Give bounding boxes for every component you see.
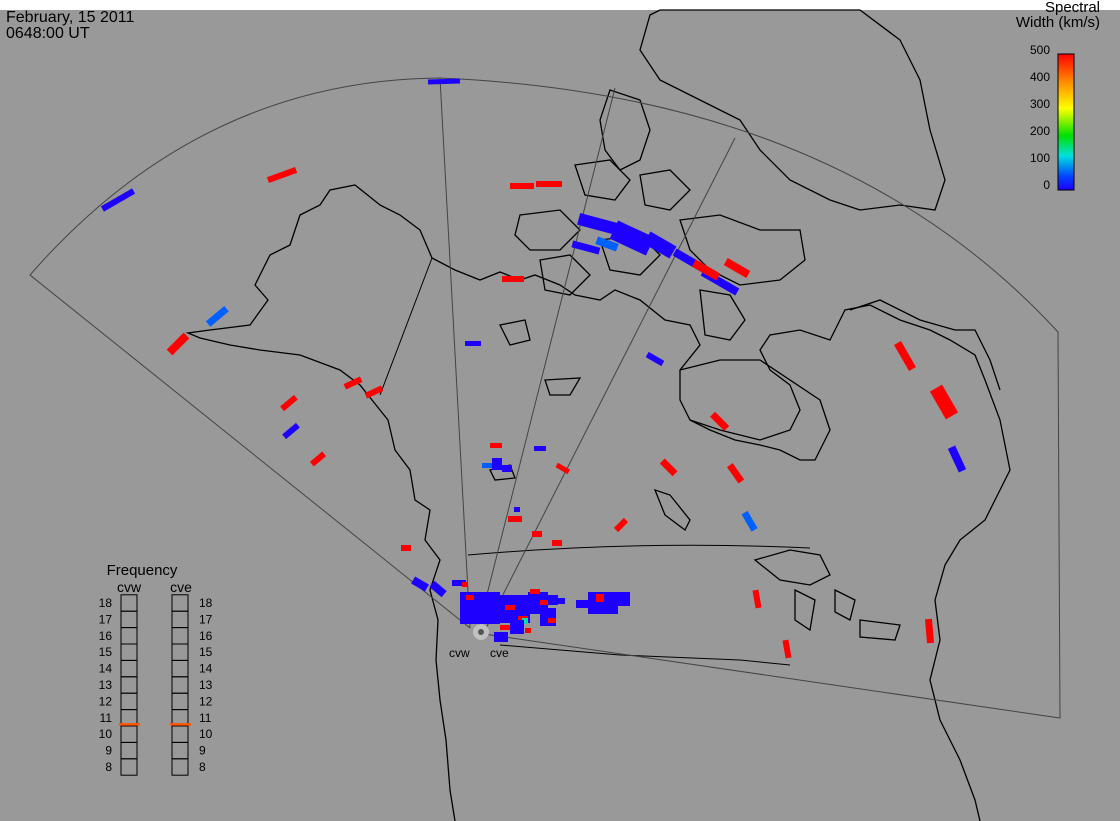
radar-label-west: cvw bbox=[449, 646, 470, 660]
frequency-cell bbox=[171, 676, 189, 694]
colorbar-title-line2: Width (km/s) bbox=[1015, 14, 1100, 31]
frequency-cell bbox=[171, 692, 189, 711]
frequency-tick-right: 8 bbox=[199, 760, 206, 774]
colorbar-tick: 300 bbox=[1030, 97, 1050, 111]
frequency-cell bbox=[171, 741, 189, 760]
frequency-tick-left: 12 bbox=[99, 694, 113, 708]
frequency-cell bbox=[120, 594, 138, 612]
frequency-tick-right: 12 bbox=[199, 694, 213, 708]
frequency-cell bbox=[120, 741, 138, 760]
frequency-tick-right: 11 bbox=[199, 711, 212, 725]
colorbar-tick: 500 bbox=[1030, 43, 1050, 57]
frequency-cell bbox=[120, 659, 138, 678]
frequency-cell bbox=[120, 758, 138, 776]
frequency-tick-left: 9 bbox=[105, 744, 112, 758]
colorbar-title: Spectral Width (km/s) bbox=[1016, 0, 1100, 30]
frequency-cell bbox=[120, 676, 138, 694]
frequency-tick-left: 16 bbox=[99, 629, 113, 643]
frequency-cell bbox=[171, 758, 189, 776]
frequency-cell bbox=[171, 594, 189, 612]
frequency-radar-name: cvw bbox=[117, 579, 142, 595]
frequency-tick-left: 17 bbox=[99, 612, 113, 626]
frequency-cell bbox=[171, 627, 189, 645]
frequency-cell bbox=[120, 643, 138, 661]
frequency-tick-right: 16 bbox=[199, 629, 213, 643]
time-label: 0648:00 UT bbox=[6, 25, 90, 42]
frequency-tick-right: 15 bbox=[199, 645, 213, 659]
colorbar: 500 400 300 200 100 0 bbox=[1030, 43, 1075, 192]
frequency-cell bbox=[120, 725, 138, 743]
timestamp: February, 15 2011 0648:00 UT bbox=[6, 10, 134, 42]
frequency-cell bbox=[120, 692, 138, 711]
frequency-cell bbox=[171, 643, 189, 661]
frequency-tick-left: 15 bbox=[99, 645, 113, 659]
frequency-tick-right: 14 bbox=[199, 662, 213, 676]
colorbar-title-line1: Spectral bbox=[1044, 0, 1100, 16]
colorbar-tick: 400 bbox=[1030, 70, 1050, 84]
field-of-view bbox=[29, 77, 1061, 719]
frequency-tick-right: 10 bbox=[199, 727, 213, 741]
frequency-cell bbox=[171, 610, 189, 629]
radar-site-marker bbox=[473, 624, 489, 640]
frequency-tick-right: 17 bbox=[199, 612, 213, 626]
frequency-radar-name: cve bbox=[170, 579, 192, 595]
frequency-tick-right: 13 bbox=[199, 678, 213, 692]
colorbar-tick: 0 bbox=[1043, 178, 1050, 192]
frequency-tick-left: 8 bbox=[105, 760, 112, 774]
frequency-tick-left: 18 bbox=[99, 596, 113, 610]
radar-label-east: cve bbox=[490, 646, 509, 660]
frequency-title: Frequency bbox=[107, 562, 178, 579]
frequency-cell bbox=[120, 610, 138, 629]
political-boundaries bbox=[379, 257, 811, 666]
frequency-cell bbox=[171, 659, 189, 678]
frequency-panel: Frequency cvw cve 18 18 17 17 16 16 15 15 14 14 13… bbox=[99, 562, 213, 776]
colorbar-tick: 200 bbox=[1030, 124, 1050, 138]
colorbar-tick: 100 bbox=[1030, 151, 1050, 165]
frequency-tick-left: 11 bbox=[100, 711, 113, 725]
frequency-tick-right: 18 bbox=[199, 596, 213, 610]
frequency-tick-left: 14 bbox=[99, 662, 113, 676]
date-label: February, 15 2011 bbox=[6, 9, 135, 26]
frequency-tick-left: 13 bbox=[99, 678, 113, 692]
frequency-tick-left: 10 bbox=[99, 727, 113, 741]
echo-cells bbox=[100, 78, 967, 659]
frequency-cell bbox=[171, 725, 189, 743]
coastlines bbox=[185, 9, 1011, 821]
frequency-cell bbox=[120, 627, 138, 645]
top-strip bbox=[0, 0, 1120, 10]
frequency-tick-right: 9 bbox=[199, 744, 206, 758]
